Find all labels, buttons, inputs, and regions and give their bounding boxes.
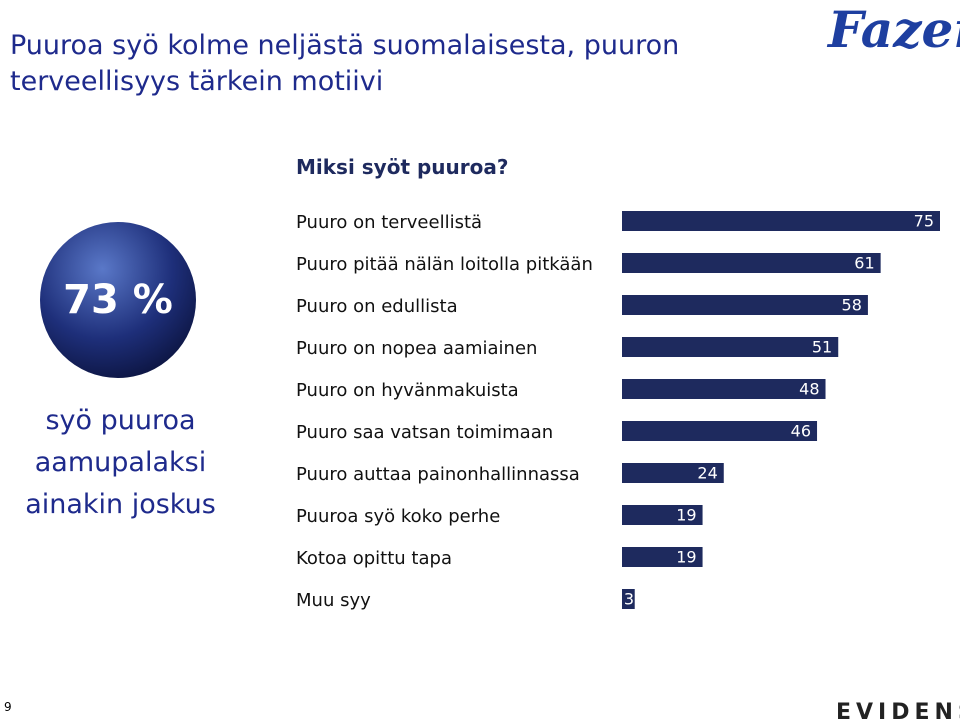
brand: EVIDENS: [836, 700, 960, 723]
logo: Fazer: [828, 0, 960, 59]
category-label: Kotoa opittu tapa: [296, 548, 452, 569]
bar: [622, 421, 818, 441]
bar: [622, 463, 724, 483]
category-label: Muu syy: [296, 590, 371, 611]
value-label: 3: [624, 590, 634, 609]
category-label: Puuro on terveellistä: [296, 212, 482, 233]
category-label: Puuro pitää nälän loitolla pitkään: [296, 254, 593, 275]
sphere: [40, 222, 196, 378]
bar: [622, 211, 940, 231]
category-label: Puuro on edullista: [296, 296, 458, 317]
bar: [622, 505, 703, 525]
value-label: 46: [791, 422, 811, 441]
chart-title: Miksi syöt puuroa?: [296, 155, 509, 179]
slide-title: Puuroa syö kolme neljästä suomalaisesta,…: [10, 30, 680, 97]
bar: [622, 295, 868, 315]
category-label: Puuro auttaa painonhallinnassa: [296, 464, 580, 485]
value-label: 24: [697, 464, 717, 483]
bar: [622, 547, 703, 567]
value-label: 58: [842, 296, 862, 315]
category-label: Puuro on nopea aamiainen: [296, 338, 537, 359]
value-label: 75: [914, 212, 934, 231]
category-label: Puuroa syö koko perhe: [296, 506, 500, 527]
category-label: Puuro saa vatsan toimimaan: [296, 422, 553, 443]
value-label: 61: [854, 254, 874, 273]
bar: [622, 379, 826, 399]
value-label: 48: [799, 380, 819, 399]
bar: [622, 337, 839, 357]
page-number: 9: [4, 700, 12, 714]
bar: [622, 589, 635, 609]
highlight-caption: syö puuroa aamupalaksi ainakin joskus: [25, 405, 216, 520]
value-label: 51: [812, 338, 832, 357]
highlight-value: 73 %: [63, 277, 173, 323]
category-label: Puuro on hyvänmakuista: [296, 380, 519, 401]
bar: [622, 253, 881, 273]
value-label: 19: [676, 506, 696, 525]
value-label: 19: [676, 548, 696, 567]
